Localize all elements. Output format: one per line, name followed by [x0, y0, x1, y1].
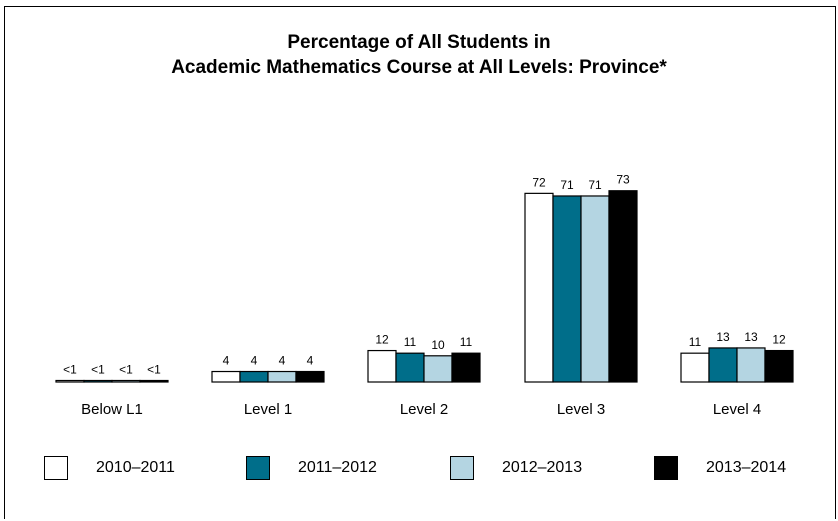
data-label: 72 — [532, 175, 546, 189]
data-label: 13 — [716, 330, 730, 344]
chart-title-line-2: Academic Mathematics Course at All Level… — [171, 57, 667, 78]
bar-level-2-series-2 — [395, 352, 425, 383]
data-label: 73 — [616, 173, 630, 187]
legend-label: 2010–2011 — [96, 459, 175, 476]
bar-level-1-series-4 — [295, 370, 325, 383]
bar-level-2-series-3 — [423, 355, 453, 383]
bar-level-1-series-1 — [211, 370, 241, 383]
legend-label: 2012–2013 — [502, 459, 583, 476]
legend-item-2012-2013: 2012–2013 — [450, 455, 582, 481]
bar-level-4-series-1 — [680, 352, 710, 383]
data-label: <1 — [147, 363, 161, 377]
data-label: <1 — [91, 363, 105, 377]
legend-swatch — [44, 456, 68, 480]
data-label: 71 — [588, 178, 602, 192]
bar-below-l1-series-3 — [111, 379, 141, 383]
bar-level-3-series-4 — [608, 190, 638, 383]
data-label: 4 — [223, 354, 230, 368]
bar-level-3-series-1 — [524, 192, 554, 383]
data-label: <1 — [119, 363, 133, 377]
data-label: 4 — [279, 354, 286, 368]
category-label: Level 2 — [400, 401, 448, 418]
bar-level-1-series-2 — [239, 370, 269, 383]
data-label: 12 — [772, 333, 786, 347]
legend-item-2013-2014: 2013–2014 — [654, 455, 786, 481]
legend-swatch — [450, 456, 474, 480]
category-label: Level 3 — [557, 401, 605, 418]
chart-title-line-1: Percentage of All Students in — [287, 32, 551, 53]
data-label: 12 — [375, 333, 389, 347]
bar-level-2-series-1 — [367, 349, 397, 383]
legend-item-2011-2012: 2011–2012 — [246, 455, 377, 481]
legend-label: 2013–2014 — [706, 459, 787, 476]
bar-level-3-series-3 — [580, 195, 610, 383]
bar-level-4-series-3 — [736, 347, 766, 383]
legend-swatch — [654, 456, 678, 480]
data-label: 13 — [744, 330, 758, 344]
chart-legend: 2010–2011 2011–2012 2012–2013 2013–2014 — [0, 455, 838, 481]
legend-item-2010-2011: 2010–2011 — [44, 455, 175, 481]
bar-level-3-series-2 — [552, 195, 582, 383]
category-label: Below L1 — [81, 401, 143, 418]
bar-below-l1-series-1 — [55, 379, 85, 383]
bar-below-l1-series-4 — [139, 379, 169, 383]
data-label: 4 — [251, 354, 258, 368]
data-label: 11 — [689, 335, 702, 349]
data-label: 71 — [560, 178, 574, 192]
bar-level-1-series-3 — [267, 370, 297, 383]
data-label: <1 — [63, 363, 77, 377]
category-label: Level 4 — [713, 401, 761, 418]
data-label: 11 — [404, 335, 417, 349]
data-label: 4 — [307, 354, 314, 368]
chart-title: Percentage of All Students in Academic M… — [0, 30, 838, 80]
data-label: 11 — [460, 335, 473, 349]
legend-label: 2011–2012 — [298, 459, 377, 476]
bar-level-4-series-2 — [708, 347, 738, 383]
bar-level-2-series-4 — [451, 352, 481, 383]
bar-below-l1-series-2 — [83, 379, 113, 383]
chart-frame — [4, 6, 836, 519]
category-label: Level 1 — [244, 401, 292, 418]
data-label: 10 — [431, 338, 445, 352]
legend-swatch — [246, 456, 270, 480]
bar-level-4-series-4 — [764, 349, 794, 383]
